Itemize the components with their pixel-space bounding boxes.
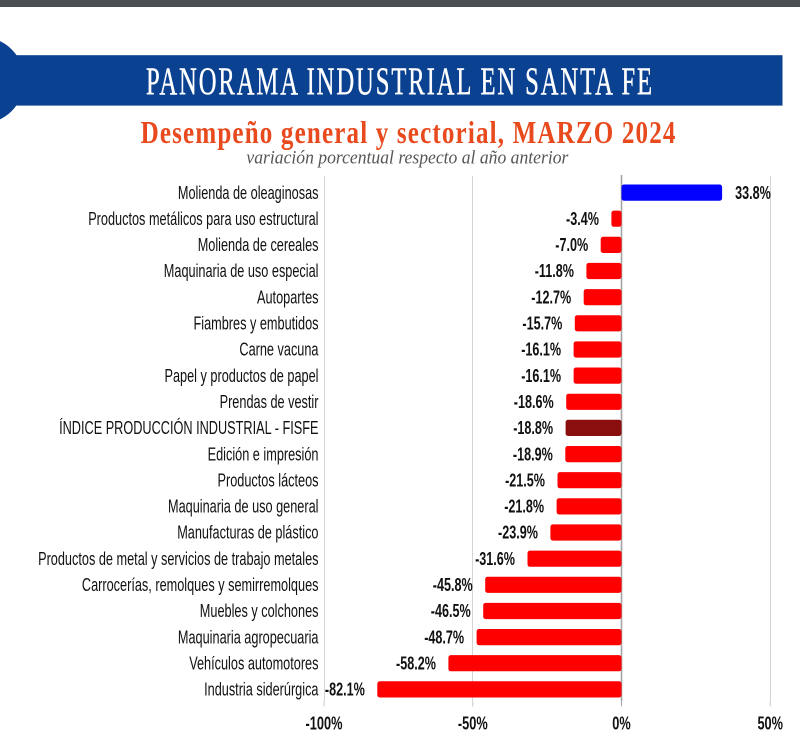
svg-text:0%: 0% xyxy=(612,714,630,734)
svg-text:Maquinaria de uso general: Maquinaria de uso general xyxy=(168,497,319,517)
svg-text:PANORAMA INDUSTRIAL EN SANTA F: PANORAMA INDUSTRIAL EN SANTA FE xyxy=(146,60,654,103)
svg-text:-50%: -50% xyxy=(458,714,488,734)
svg-text:variación porcentual respecto: variación porcentual respecto al año ant… xyxy=(246,148,569,169)
svg-text:-58.2%: -58.2% xyxy=(396,653,436,673)
svg-text:Fiambres y embutidos: Fiambres y embutidos xyxy=(194,314,319,334)
svg-text:-18.9%: -18.9% xyxy=(513,444,553,464)
svg-text:-16.1%: -16.1% xyxy=(521,340,561,360)
svg-text:50%: 50% xyxy=(757,714,783,734)
svg-text:Productos de metal y servicios: Productos de metal y servicios de trabaj… xyxy=(38,549,318,569)
svg-text:Manufacturas de plástico: Manufacturas de plástico xyxy=(177,523,318,543)
svg-text:Productos lácteos: Productos lácteos xyxy=(218,470,319,490)
svg-text:-82.1%: -82.1% xyxy=(325,680,365,700)
svg-text:-11.8%: -11.8% xyxy=(535,261,574,281)
svg-text:-48.7%: -48.7% xyxy=(424,627,464,647)
svg-text:-3.4%: -3.4% xyxy=(566,209,599,229)
svg-text:Productos metálicos para uso e: Productos metálicos para uso estructural xyxy=(88,209,318,229)
svg-text:Molienda de oleaginosas: Molienda de oleaginosas xyxy=(178,183,319,203)
svg-text:-12.7%: -12.7% xyxy=(531,287,571,307)
svg-text:-46.5%: -46.5% xyxy=(431,601,471,621)
svg-text:Muebles y colchones: Muebles y colchones xyxy=(200,601,319,621)
svg-text:Autopartes: Autopartes xyxy=(257,287,319,307)
svg-text:Vehículos automotores: Vehículos automotores xyxy=(189,653,318,673)
svg-text:-31.6%: -31.6% xyxy=(475,549,515,569)
svg-text:-16.1%: -16.1% xyxy=(521,366,561,386)
svg-text:-21.5%: -21.5% xyxy=(505,470,545,490)
svg-text:-100%: -100% xyxy=(306,714,343,734)
svg-text:-45.8%: -45.8% xyxy=(433,575,473,595)
svg-text:-15.7%: -15.7% xyxy=(522,314,562,334)
svg-text:-18.6%: -18.6% xyxy=(514,392,554,412)
svg-text:Edición e impresión: Edición e impresión xyxy=(208,444,319,464)
svg-text:Molienda de cereales: Molienda de cereales xyxy=(198,235,319,255)
svg-text:Papel y productos de papel: Papel y productos de papel xyxy=(165,366,319,386)
svg-text:-21.8%: -21.8% xyxy=(504,497,544,517)
svg-text:Prendas de vestir: Prendas de vestir xyxy=(220,392,319,412)
svg-text:Desempeño general y sectorial,: Desempeño general y sectorial, MARZO 202… xyxy=(141,114,677,150)
svg-text:33.8%: 33.8% xyxy=(735,183,771,203)
svg-text:ÍNDICE PRODUCCIÓN INDUSTRIAL -: ÍNDICE PRODUCCIÓN INDUSTRIAL - FISFE xyxy=(59,417,318,438)
svg-text:-18.8%: -18.8% xyxy=(513,418,553,438)
svg-text:Industria siderúrgica: Industria siderúrgica xyxy=(204,680,319,700)
svg-text:Carne vacuna: Carne vacuna xyxy=(239,340,319,360)
svg-text:Carrocerías, remolques y semir: Carrocerías, remolques y semirremolques xyxy=(82,575,319,595)
svg-text:-23.9%: -23.9% xyxy=(498,523,538,543)
svg-text:Maquinaria agropecuaria: Maquinaria agropecuaria xyxy=(178,627,319,647)
svg-text:Maquinaria de uso especial: Maquinaria de uso especial xyxy=(164,261,319,281)
svg-text:-7.0%: -7.0% xyxy=(555,235,588,255)
